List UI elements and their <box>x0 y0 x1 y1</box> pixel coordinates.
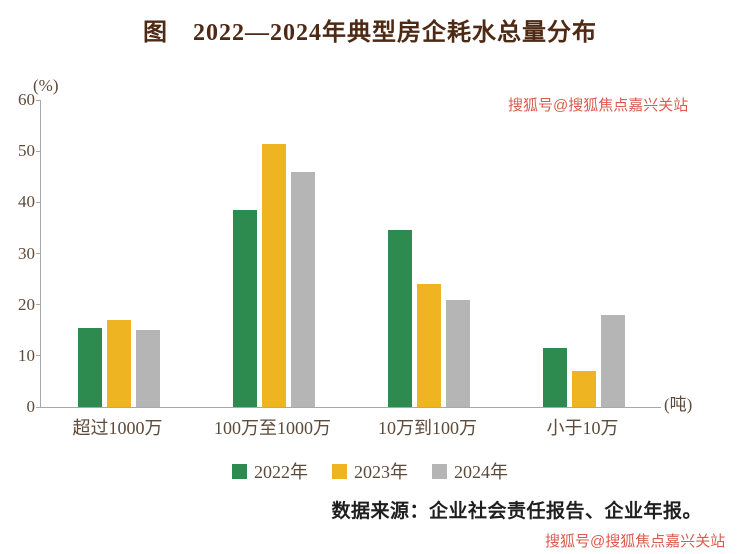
y-tick-label: 20 <box>18 294 35 314</box>
legend-swatch <box>332 463 347 479</box>
x-category-label: 100万至1000万 <box>214 418 331 438</box>
y-tick-label: 60 <box>18 90 35 109</box>
legend-label: 2024年 <box>454 462 508 482</box>
x-axis-labels: 超过1000万 100万至1000万 10万到100万 小于10万 <box>40 414 660 440</box>
legend-label: 2023年 <box>354 462 408 482</box>
bar <box>261 143 286 407</box>
bar <box>600 314 625 407</box>
legend-swatch <box>432 463 447 479</box>
bar <box>445 299 470 407</box>
bar <box>77 327 102 407</box>
y-tick-mark <box>36 253 41 254</box>
data-source: 数据来源：企业社会责任报告、企业年报。 <box>331 501 702 522</box>
y-axis-unit-label: (%) <box>33 76 59 95</box>
y-tick-label: 0 <box>26 397 36 416</box>
bar <box>290 171 315 407</box>
y-tick-label: 10 <box>18 345 35 365</box>
bar <box>232 210 257 407</box>
bar <box>542 348 567 407</box>
y-tick-label: 40 <box>18 192 35 212</box>
legend: 2022年 2023年 2024年 <box>0 458 740 484</box>
x-axis-unit-label: (吨) <box>664 395 693 414</box>
legend-item: 2024年 <box>432 458 508 484</box>
plot-area: 0 10 20 30 40 50 60 <box>18 90 661 416</box>
watermark-top: 搜狐号@搜狐焦点嘉兴关站 <box>508 97 689 114</box>
y-tick-mark <box>36 355 41 357</box>
legend-item: 2022年 <box>232 458 308 484</box>
x-category-label: 10万到100万 <box>378 418 477 438</box>
bar <box>106 320 131 407</box>
y-tick-label: 50 <box>18 141 35 161</box>
y-tick-mark <box>36 406 41 408</box>
y-tick-mark <box>36 99 41 101</box>
legend-item: 2023年 <box>332 458 408 484</box>
x-category-label: 小于10万 <box>546 418 619 438</box>
y-tick-mark <box>36 304 41 306</box>
bar <box>416 284 441 407</box>
legend-swatch <box>232 463 247 479</box>
bar <box>571 371 596 407</box>
y-tick-mark <box>36 150 41 152</box>
y-tick-label: 30 <box>18 243 35 263</box>
y-tick-mark <box>36 201 41 203</box>
bar <box>387 230 412 407</box>
chart-title: 图 2022—2024年典型房企耗水总量分布 <box>143 20 597 46</box>
watermark-bottom: 搜狐号@搜狐焦点嘉兴关站 <box>545 533 726 550</box>
legend-label: 2022年 <box>254 462 308 482</box>
x-category-label: 超过1000万 <box>72 418 163 438</box>
bar <box>135 330 160 407</box>
